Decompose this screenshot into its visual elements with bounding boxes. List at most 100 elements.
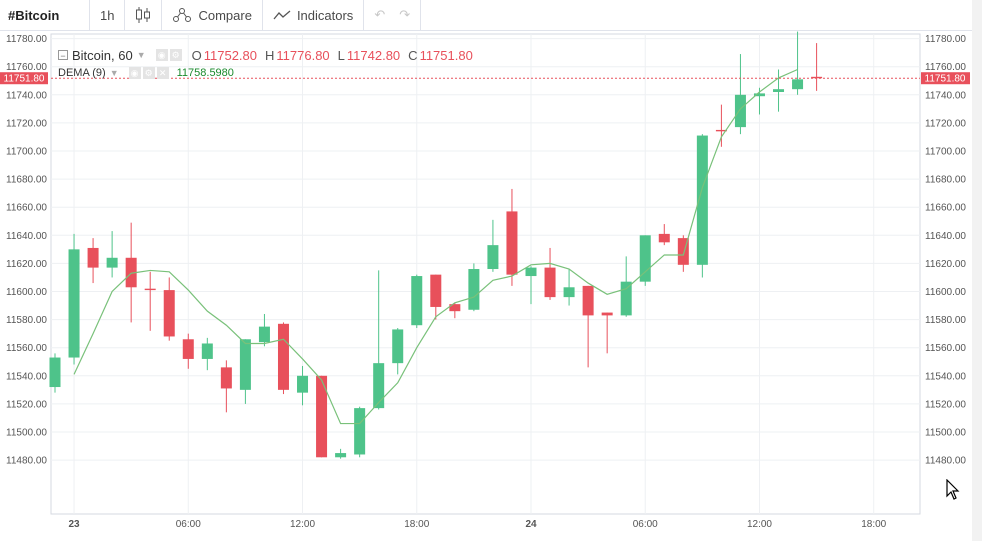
series-name: Bitcoin, 60: [72, 47, 133, 63]
dema-line: [73, 68, 798, 425]
y-tick-label-left: 11720.00: [6, 118, 47, 129]
x-tick-label: 12:00: [747, 519, 772, 530]
candle-body[interactable]: [468, 269, 480, 310]
candle-body[interactable]: [639, 235, 651, 282]
high-value: 11776.80: [276, 47, 330, 63]
last-price-badge-right: [921, 72, 970, 85]
candle-body[interactable]: [563, 287, 575, 298]
y-tick-label-left: 11740.00: [6, 90, 47, 101]
candle-body[interactable]: [506, 211, 518, 275]
candle-body[interactable]: [316, 375, 328, 458]
y-tick-label-right: 11540.00: [925, 371, 966, 382]
candle-body[interactable]: [487, 245, 499, 270]
candle-body[interactable]: [125, 257, 137, 288]
candle-body[interactable]: [220, 367, 232, 389]
mouse-cursor-icon: [946, 479, 960, 500]
candle-body[interactable]: [792, 79, 804, 90]
y-tick-label-left: 11700.00: [6, 147, 47, 158]
y-tick-label-right: 11620.00: [925, 259, 966, 270]
candle-body[interactable]: [601, 312, 613, 316]
candle-body[interactable]: [411, 276, 423, 326]
low-value: 11742.80: [346, 47, 401, 63]
y-tick-label-left: 11660.00: [6, 203, 47, 214]
y-tick-label-left: 11620.00: [6, 259, 47, 270]
candle-body[interactable]: [392, 329, 404, 364]
candle-body[interactable]: [715, 129, 727, 132]
candle-body[interactable]: [430, 274, 442, 307]
open-value: 11752.80: [203, 47, 258, 63]
candle-body[interactable]: [354, 408, 366, 455]
candle-body[interactable]: [49, 357, 61, 388]
collapse-legend-icon[interactable]: −: [58, 50, 68, 61]
indicator-visibility-icon[interactable]: ◉: [128, 67, 141, 79]
candle-body[interactable]: [811, 76, 823, 79]
candle-body[interactable]: [106, 257, 118, 268]
last-price-badge-left: [0, 72, 48, 85]
candlestick-chart[interactable]: 11800.0011800.0011780.0011780.0011760.00…: [0, 6, 972, 541]
candle-body[interactable]: [258, 326, 270, 343]
candle-body[interactable]: [696, 135, 708, 265]
open-label: O: [191, 47, 202, 63]
y-tick-label-right: 11760.00: [925, 62, 966, 73]
x-tick-label: 24: [525, 519, 537, 530]
indicator-settings-icon[interactable]: ⚙: [142, 67, 155, 79]
y-tick-label-left: 11540.00: [6, 371, 47, 382]
candle-body[interactable]: [773, 89, 785, 92]
candle-body[interactable]: [277, 323, 289, 390]
visibility-icon[interactable]: ◉: [155, 49, 168, 61]
window-edge: [972, 0, 982, 541]
candle-body[interactable]: [373, 363, 385, 409]
candle-body[interactable]: [582, 285, 594, 316]
candle-body[interactable]: [620, 281, 632, 316]
high-label: H: [265, 47, 275, 63]
indicator-menu-caret-icon[interactable]: ▼: [109, 68, 119, 78]
candle-body[interactable]: [182, 339, 194, 359]
candle-body[interactable]: [239, 339, 251, 390]
chart-style-button[interactable]: [125, 0, 163, 30]
chart-legend: − Bitcoin, 60 ▼ ◉ ⚙ O 11752.80 H 11776.80 …: [58, 46, 473, 82]
candle-body[interactable]: [677, 238, 689, 265]
last-price-label-left: 11751.80: [4, 74, 45, 85]
candle-body[interactable]: [753, 93, 765, 97]
indicator-remove-icon[interactable]: ✕: [156, 67, 169, 79]
x-tick-label: 06:00: [176, 519, 201, 530]
compare-button[interactable]: Compare: [162, 0, 263, 30]
indicators-button[interactable]: Indicators: [263, 0, 365, 30]
candle-body[interactable]: [87, 247, 99, 268]
y-tick-label-right: 11680.00: [925, 175, 966, 186]
last-price-label-right: 11751.80: [925, 74, 966, 85]
y-tick-label-left: 11520.00: [6, 399, 47, 410]
redo-icon[interactable]: ↷: [399, 7, 411, 22]
candle-body[interactable]: [734, 94, 746, 128]
chart-area[interactable]: 11800.0011800.0011780.0011780.0011760.00…: [0, 6, 972, 541]
candle-body[interactable]: [68, 249, 80, 358]
settings-icon[interactable]: ⚙: [169, 49, 182, 61]
low-label: L: [337, 47, 345, 63]
y-tick-label-right: 11780.00: [925, 34, 966, 45]
candle-body[interactable]: [144, 288, 156, 291]
undo-icon[interactable]: ↶: [374, 7, 386, 22]
candle-body[interactable]: [163, 290, 175, 337]
candle-body[interactable]: [201, 343, 213, 359]
x-tick-label: 18:00: [861, 519, 886, 530]
chart-toolbar: #Bitcoin 1h Compare Indicators ↶ ↷: [0, 0, 972, 31]
y-tick-label-right: 11720.00: [925, 118, 966, 129]
indicators-label: Indicators: [296, 7, 354, 23]
y-tick-label-right: 11480.00: [925, 456, 966, 467]
close-label: C: [408, 47, 418, 63]
candle-body[interactable]: [525, 267, 537, 277]
y-tick-label-left: 11760.00: [6, 62, 47, 73]
indicator-value: 11758.5980: [176, 67, 234, 79]
y-tick-label-right: 11500.00: [925, 428, 966, 439]
symbol-search-button[interactable]: #Bitcoin: [0, 0, 90, 30]
candle-body[interactable]: [335, 453, 347, 458]
y-tick-label-left: 11680.00: [6, 175, 47, 186]
candle-body[interactable]: [449, 304, 461, 312]
y-tick-label-right: 11560.00: [925, 343, 966, 354]
y-tick-label-right: 11700.00: [925, 147, 966, 158]
candle-body[interactable]: [544, 267, 556, 298]
candle-body[interactable]: [297, 375, 309, 393]
interval-button[interactable]: 1h: [90, 0, 126, 30]
series-menu-caret-icon[interactable]: ▼: [136, 50, 146, 60]
candle-body[interactable]: [658, 233, 670, 243]
